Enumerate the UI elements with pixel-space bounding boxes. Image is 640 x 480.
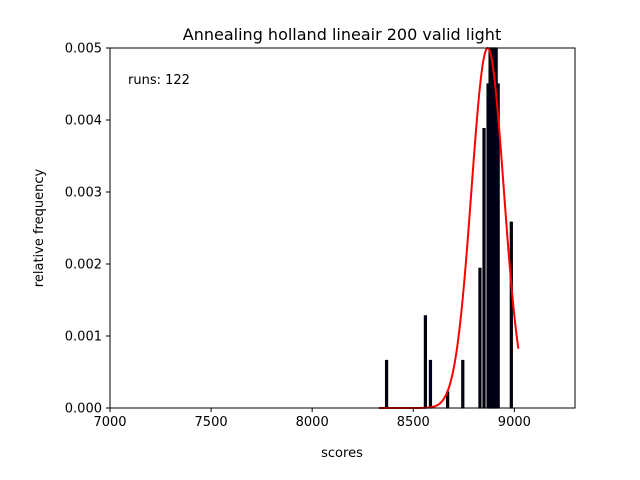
y-tick-label: 0.005 [65,42,102,57]
plot-area [110,48,575,408]
x-tick-label: 7000 [93,415,126,430]
x-tick-label: 7500 [195,415,228,430]
y-axis-label: relative frequency [32,169,47,288]
y-tick-label: 0.003 [65,186,102,201]
y-axis-ticks: 0.000 0.001 0.002 0.003 0.004 0.005 [65,42,110,417]
histogram-bar [384,359,389,409]
histogram-bar [461,359,465,409]
plot-background [110,48,575,408]
chart-title: Annealing holland lineair 200 valid ligh… [183,25,501,44]
histogram-bar [482,128,486,409]
y-tick-label: 0.002 [65,258,102,273]
x-tick-label: 8000 [296,415,329,430]
y-tick-label: 0.000 [65,402,102,417]
bars-group [384,47,513,409]
x-axis-label: scores [321,446,363,461]
x-axis-ticks: 7000 7500 8000 8500 9000 [93,408,531,430]
axes-border [109,47,576,409]
runs-annotation: runs: 122 [128,73,190,88]
y-tick-label: 0.001 [65,330,102,345]
histogram-bar [478,267,482,409]
axes-frame [109,47,576,409]
x-tick-label: 8500 [397,415,430,430]
y-tick-label: 0.004 [65,114,102,129]
histogram-bar [428,359,433,409]
x-tick-label: 9000 [498,415,531,430]
histogram-bar [423,315,428,409]
histogram-bar [509,221,513,409]
